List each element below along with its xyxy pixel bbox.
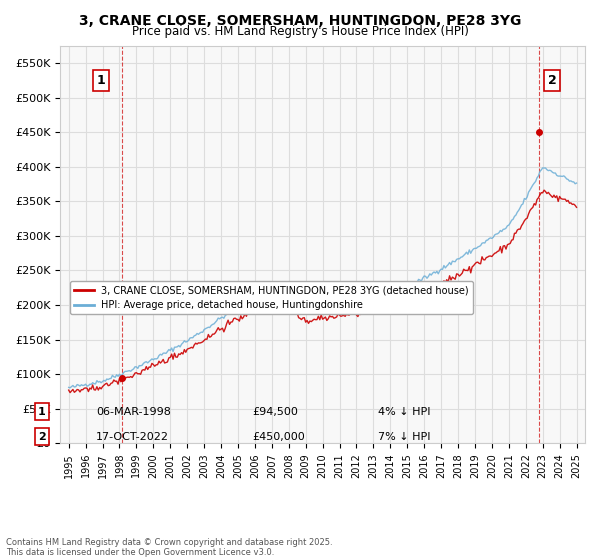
- Text: 7% ↓ HPI: 7% ↓ HPI: [378, 432, 431, 442]
- Text: Price paid vs. HM Land Registry's House Price Index (HPI): Price paid vs. HM Land Registry's House …: [131, 25, 469, 38]
- Text: 1: 1: [97, 74, 106, 87]
- Text: Contains HM Land Registry data © Crown copyright and database right 2025.
This d: Contains HM Land Registry data © Crown c…: [6, 538, 332, 557]
- Text: 06-MAR-1998: 06-MAR-1998: [96, 407, 171, 417]
- Text: £450,000: £450,000: [252, 432, 305, 442]
- Text: 2: 2: [38, 432, 46, 442]
- Text: 2: 2: [548, 74, 556, 87]
- Text: 4% ↓ HPI: 4% ↓ HPI: [378, 407, 431, 417]
- Legend: 3, CRANE CLOSE, SOMERSHAM, HUNTINGDON, PE28 3YG (detached house), HPI: Average p: 3, CRANE CLOSE, SOMERSHAM, HUNTINGDON, P…: [70, 281, 473, 314]
- Text: 1: 1: [38, 407, 46, 417]
- Text: 3, CRANE CLOSE, SOMERSHAM, HUNTINGDON, PE28 3YG: 3, CRANE CLOSE, SOMERSHAM, HUNTINGDON, P…: [79, 14, 521, 28]
- Text: £94,500: £94,500: [252, 407, 298, 417]
- Text: 17-OCT-2022: 17-OCT-2022: [96, 432, 169, 442]
